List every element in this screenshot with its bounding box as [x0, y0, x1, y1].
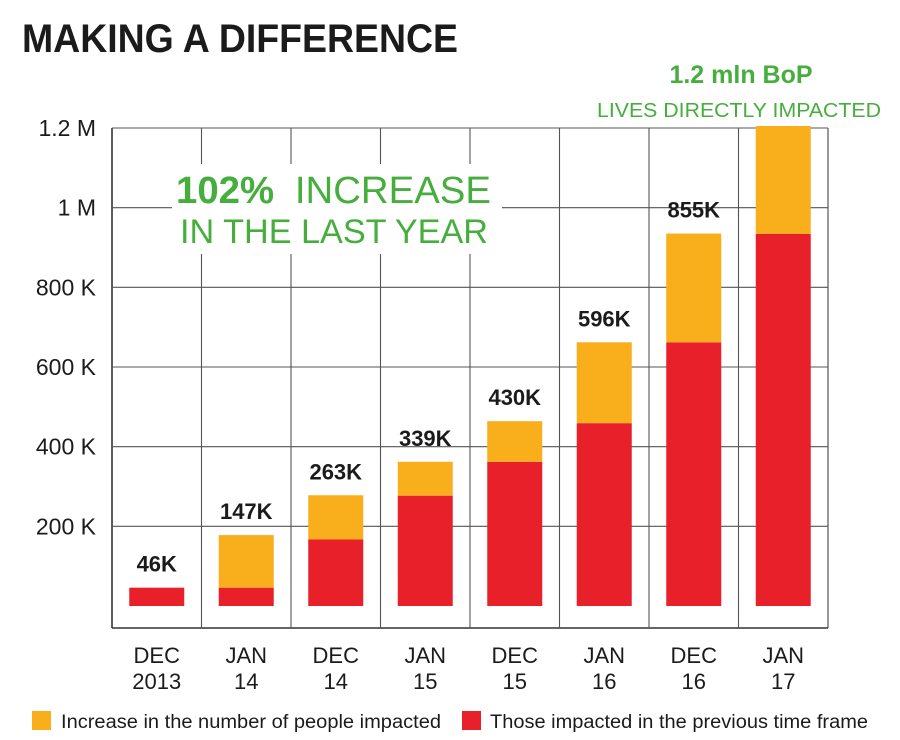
y-axis-ticks: 200 K 400 K 600 K 800 K 1 M 1.2 M: [36, 115, 97, 539]
legend-swatch-previous: [462, 711, 481, 730]
xtick-label: 15: [503, 669, 527, 694]
bar-increase: [397, 461, 453, 496]
bar-previous: [576, 423, 632, 606]
bar-previous: [487, 461, 543, 606]
x-axis-categories: DEC2013JAN14DEC14JAN15DEC15JAN16DEC16JAN…: [132, 643, 804, 694]
increase-annotation-line2: IN THE LAST YEAR: [180, 213, 488, 251]
legend-label-increase: Increase in the number of people impacte…: [61, 712, 441, 733]
xtick-label: DEC: [492, 643, 539, 668]
xtick-label: 17: [771, 669, 795, 694]
chart-title: MAKING A DIFFERENCE: [22, 17, 458, 61]
top-caption-annotation: LIVES DIRECTLY IMPACTED: [597, 100, 881, 122]
xtick-label: DEC: [671, 643, 718, 668]
ytick-label: 600 K: [36, 354, 97, 380]
legend-label-previous: Those impacted in the previous time fram…: [490, 712, 868, 733]
xtick-label: 16: [592, 669, 616, 694]
bar-increase: [308, 495, 364, 540]
xtick-label: 15: [413, 669, 437, 694]
bar-previous: [755, 233, 811, 606]
bar-previous: [666, 342, 722, 606]
bar-increase: [755, 126, 811, 234]
bar-increase: [666, 233, 722, 343]
xtick-label: 2013: [132, 669, 181, 694]
ytick-label: 200 K: [36, 513, 97, 539]
bar-previous: [397, 495, 453, 606]
data-label: 147K: [220, 499, 273, 524]
data-label: 46K: [137, 552, 177, 577]
bar-previous: [218, 587, 274, 606]
bar-previous: [308, 539, 364, 606]
data-label: 339K: [399, 426, 452, 451]
ytick-label: 400 K: [36, 434, 97, 460]
data-labels: 46K 147K 263K 339K 430K 596K 855K: [137, 198, 721, 577]
bar-previous: [129, 587, 185, 606]
xtick-label: DEC: [134, 643, 181, 668]
xtick-label: 16: [682, 669, 706, 694]
bar-increase: [218, 535, 274, 588]
ytick-label: 1.2 M: [38, 115, 96, 141]
xtick-label: 14: [324, 669, 348, 694]
xtick-label: JAN: [762, 643, 804, 668]
data-label: 430K: [488, 385, 541, 410]
data-label: 855K: [667, 198, 720, 223]
increase-annotation-line1: 102% INCREASE: [176, 170, 491, 212]
legend: Increase in the number of people impacte…: [32, 711, 868, 733]
annotations: 102% INCREASE IN THE LAST YEAR 1.2 mln B…: [172, 61, 881, 254]
increase-percent: 102%: [176, 170, 274, 212]
ytick-label: 1 M: [58, 195, 96, 221]
xtick-label: DEC: [313, 643, 360, 668]
data-label: 263K: [309, 459, 362, 484]
ytick-label: 800 K: [36, 274, 97, 300]
data-label: 596K: [578, 306, 631, 331]
xtick-label: JAN: [225, 643, 267, 668]
increase-word: INCREASE: [295, 170, 491, 212]
annotation-backdrop: [172, 164, 502, 254]
legend-swatch-increase: [32, 711, 51, 730]
bar-increase: [487, 421, 543, 462]
bar-increase: [576, 342, 632, 424]
xtick-label: JAN: [583, 643, 625, 668]
xtick-label: 14: [234, 669, 258, 694]
bars: [129, 126, 811, 606]
xtick-label: JAN: [404, 643, 446, 668]
top-value-annotation: 1.2 mln BoP: [669, 61, 812, 89]
